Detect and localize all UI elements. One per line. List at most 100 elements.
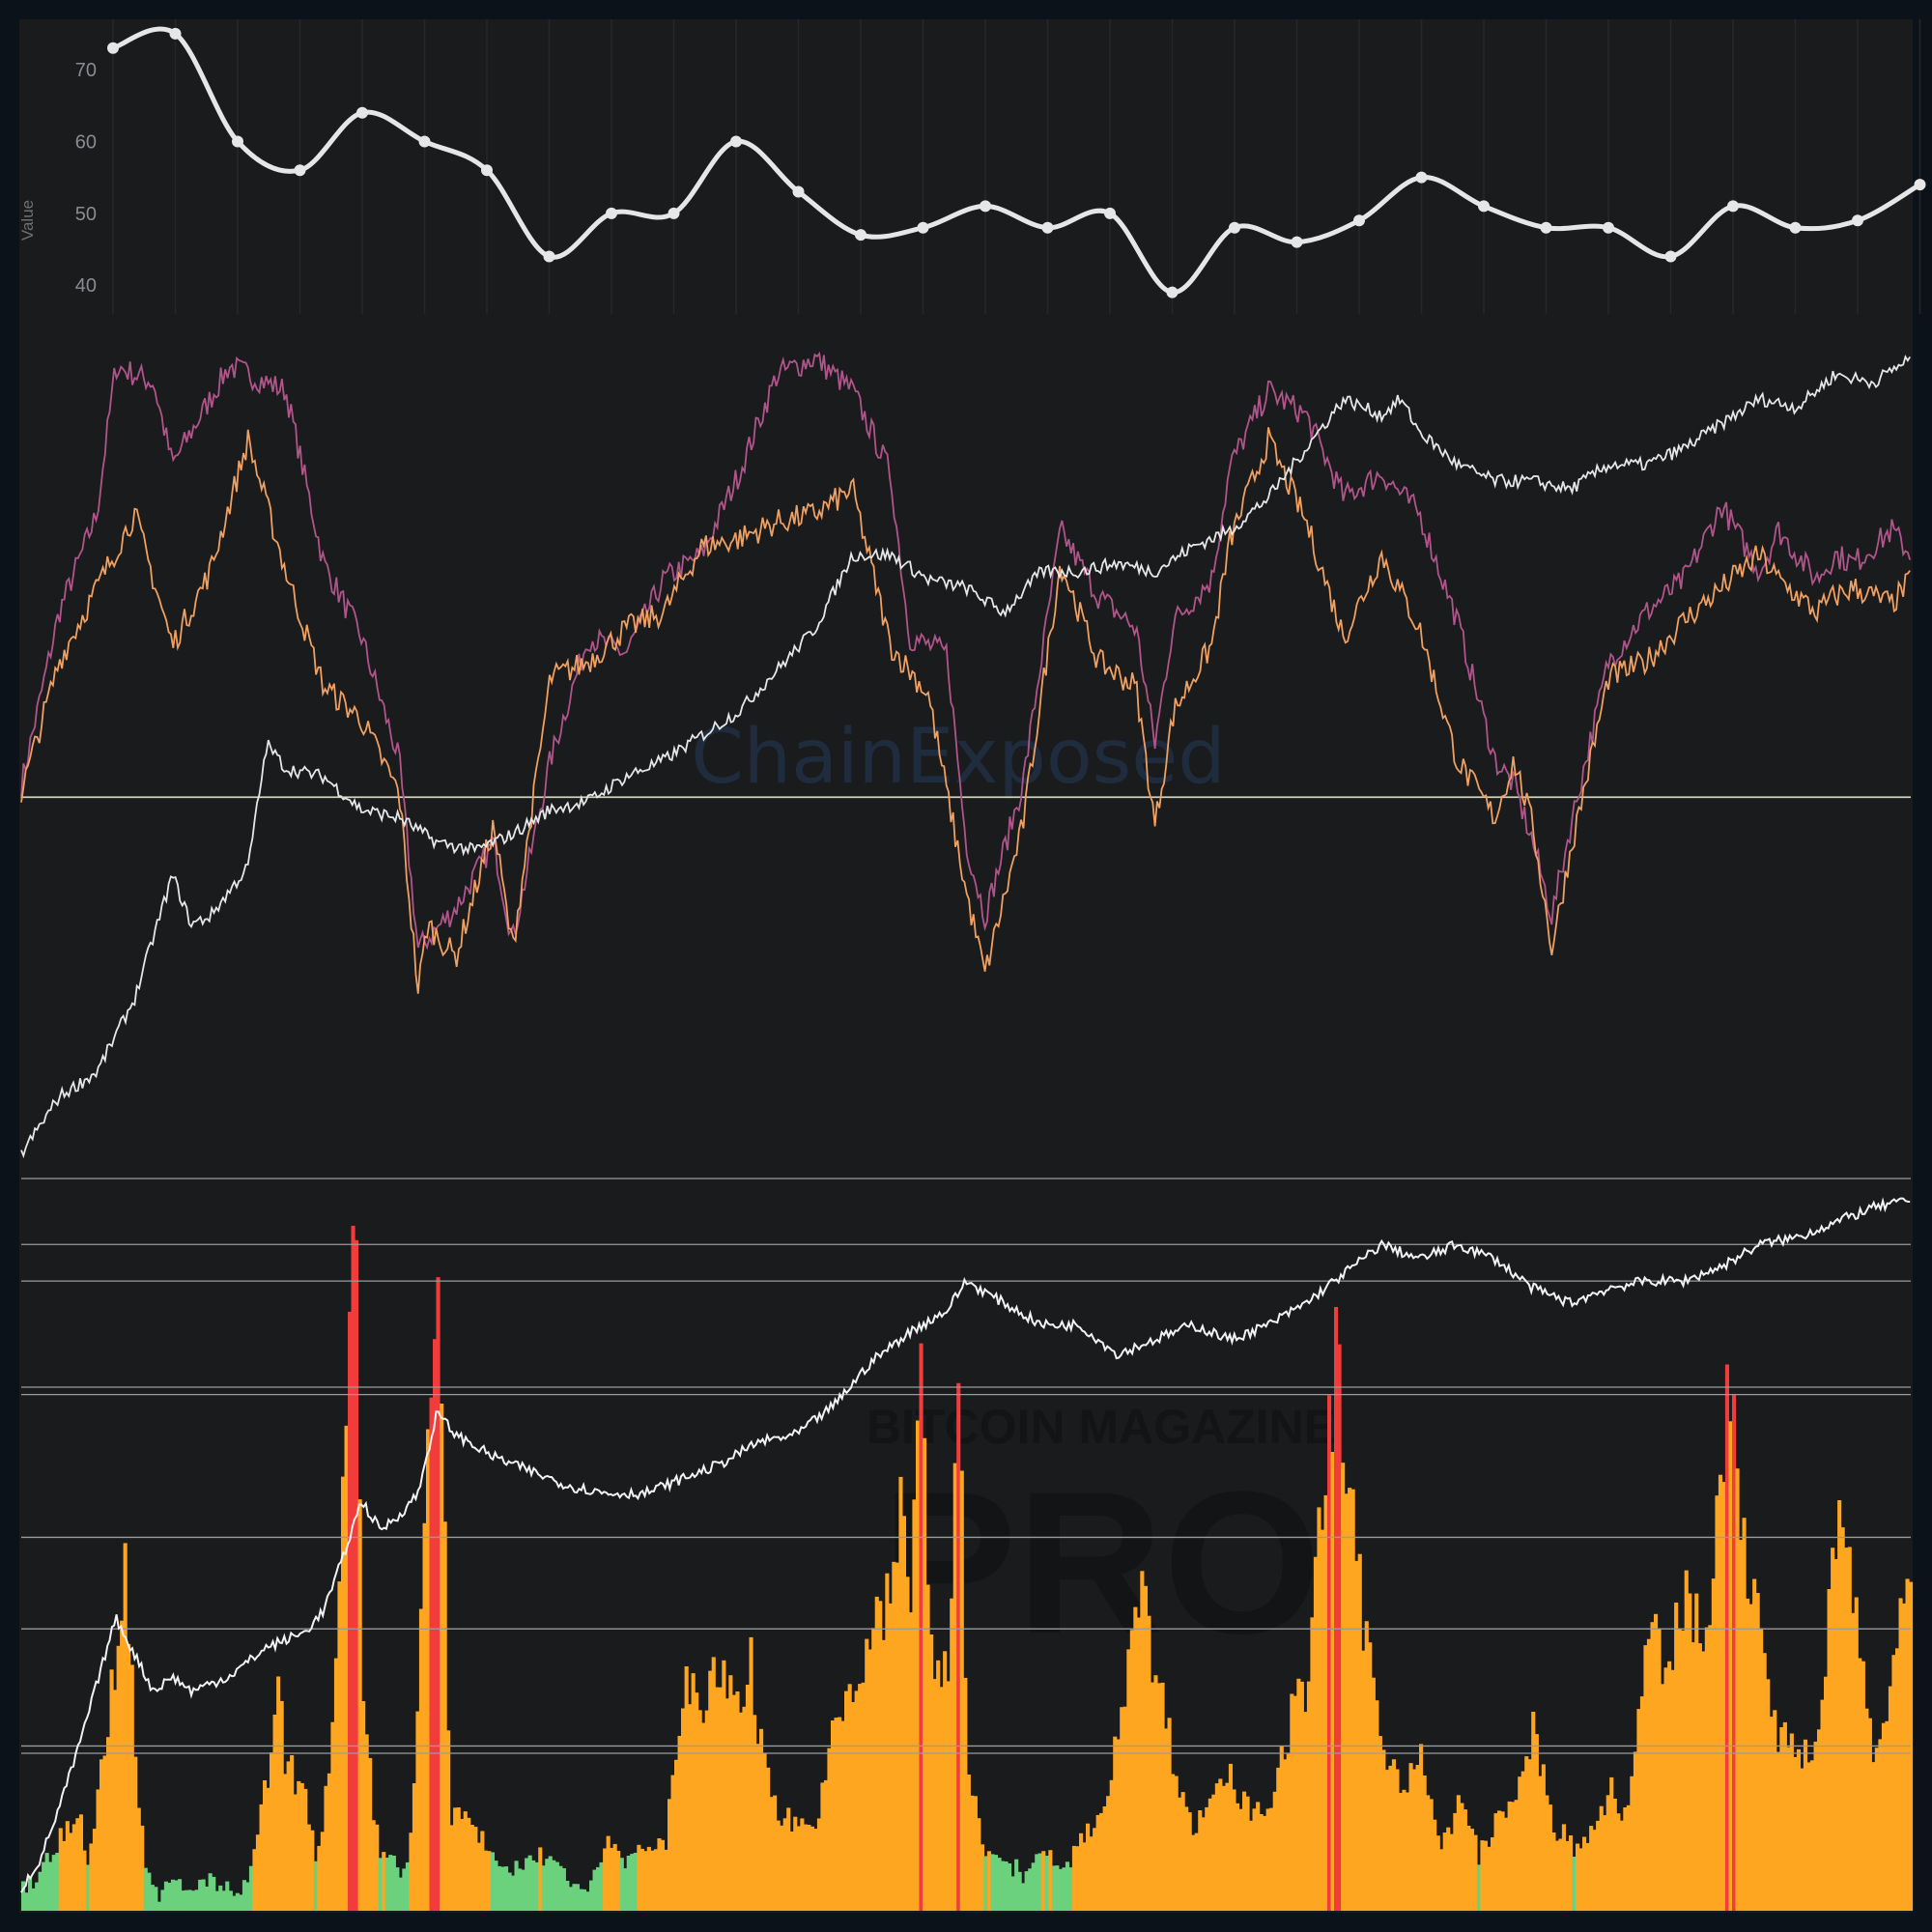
histogram-bar [697,1710,702,1911]
histogram-bar [568,1887,573,1911]
histogram-bar [963,1677,968,1911]
histogram-bar [1809,1760,1815,1911]
histogram-bar [1004,1861,1009,1911]
histogram-bar [1507,1801,1512,1911]
histogram-bar [1164,1728,1169,1911]
histogram-bar [1272,1791,1277,1911]
histogram-bar [1378,1736,1382,1911]
histogram-bar [786,1807,791,1911]
middle-series-white [20,355,1911,1159]
histogram-bar [1837,1500,1842,1911]
histogram-bar [738,1712,744,1911]
histogram-bar [1806,1762,1811,1911]
histogram-bar [1433,1819,1437,1911]
histogram-bar [1031,1862,1036,1911]
histogram-bar [541,1865,546,1911]
histogram-bar [1024,1871,1029,1911]
histogram-bar [368,1757,373,1911]
histogram-bar [759,1728,764,1911]
histogram-bar [1371,1677,1376,1911]
histogram-bar [136,1807,141,1911]
histogram-bar [561,1868,566,1911]
histogram-bar [803,1824,808,1911]
histogram-bar [1511,1802,1516,1911]
histogram-bar [1483,1840,1489,1911]
histogram-bar [895,1562,899,1911]
top-data-point [1041,221,1054,234]
histogram-bar [1789,1733,1794,1911]
histogram-bar [422,1522,427,1911]
histogram-bar [1538,1776,1543,1911]
histogram-bar [44,1853,49,1911]
histogram-bar [156,1901,161,1911]
histogram-bar [1694,1593,1699,1911]
histogram-bar [711,1657,716,1911]
histogram-bar [708,1670,713,1911]
top-data-point [1852,214,1863,227]
histogram-bar [1354,1560,1359,1911]
histogram-bar [167,1883,172,1911]
histogram-bar [205,1887,210,1911]
histogram-bar [1721,1482,1726,1911]
histogram-bar [1589,1826,1594,1911]
histogram-bar [1782,1721,1787,1911]
histogram-bar [31,1888,36,1911]
histogram-bar [297,1780,301,1911]
histogram-bar [1674,1603,1679,1911]
histogram-bar [749,1636,753,1911]
histogram-bar [1752,1578,1757,1911]
top-data-point [1291,236,1303,248]
histogram-bar [1058,1868,1063,1911]
histogram-bar [65,1821,70,1911]
histogram-bar [1661,1684,1665,1911]
histogram-bar [782,1818,787,1911]
histogram-bar [1303,1712,1308,1911]
histogram-bar [1143,1585,1149,1911]
histogram-bar [24,1892,29,1911]
histogram-bar [1677,1629,1682,1911]
histogram-bar [1708,1625,1713,1911]
histogram-bar [1075,1846,1080,1911]
histogram-bar [1028,1868,1033,1911]
histogram-bar [1878,1739,1883,1911]
histogram-bar [500,1866,505,1911]
histogram-bar [1364,1621,1369,1911]
top-y-axis-title: Value [18,200,37,241]
histogram-bar [214,1890,219,1911]
histogram-bar [1037,1853,1042,1911]
histogram-bar [1068,1867,1073,1911]
histogram-bar [324,1785,328,1911]
histogram-bar [1534,1734,1539,1911]
histogram-bar [823,1779,829,1911]
histogram-bar [283,1774,288,1911]
histogram-bar [1167,1718,1172,1911]
histogram-bar [1150,1682,1155,1911]
watermark-chainexposed: ChainExposed [691,714,1226,801]
histogram-bar [1724,1364,1730,1911]
histogram-bar [35,1882,40,1911]
histogram-bar [286,1761,291,1911]
histogram-bar [1252,1808,1257,1911]
histogram-bar [1718,1474,1723,1911]
histogram-bar [1348,1488,1352,1911]
histogram-bar [1442,1833,1447,1911]
histogram-bar [1221,1785,1226,1911]
histogram-bar [844,1690,849,1911]
histogram-bar [1051,1865,1056,1911]
histogram-bar [109,1669,114,1911]
histogram-bar [531,1860,536,1911]
histogram-bar [1514,1800,1519,1911]
histogram-bar [1435,1835,1440,1911]
histogram-bar [827,1747,832,1911]
histogram-bar [1194,1833,1199,1911]
histogram-bar [1874,1747,1879,1911]
histogram-bar [208,1873,213,1911]
histogram-bar [1225,1782,1230,1911]
histogram-bar [1504,1817,1509,1911]
histogram-bar [1460,1803,1464,1911]
histogram-bar [245,1882,250,1911]
histogram-bar [348,1311,353,1911]
histogram-bar [810,1826,814,1911]
histogram-bar [731,1694,736,1911]
